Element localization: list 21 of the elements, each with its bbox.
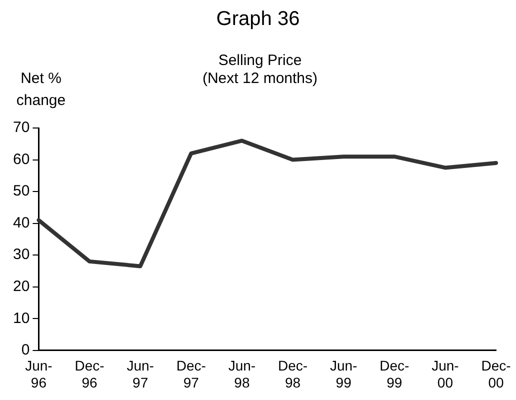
- x-tick-label: Jun-99: [330, 358, 358, 390]
- x-tick-label: Dec-99: [380, 358, 410, 390]
- x-tick-label: Jun-98: [228, 358, 256, 390]
- x-tick-label: Dec-00: [481, 358, 512, 390]
- x-tick-label: Dec-97: [176, 358, 206, 390]
- x-tick-label: Dec-96: [74, 358, 105, 390]
- y-tick-label: 40: [12, 214, 30, 232]
- y-tick-label: 30: [12, 246, 30, 264]
- y-axis-title: Net % change: [15, 69, 67, 111]
- y-tick-label: 20: [12, 278, 30, 295]
- x-tick-label: Jun-96: [25, 358, 53, 390]
- y-tick-label: 0: [21, 342, 30, 359]
- y-tick-label: 70: [12, 119, 30, 136]
- y-tick-label: 60: [12, 150, 30, 168]
- x-tick-label: Dec-98: [278, 358, 308, 390]
- chart-title: Graph 36: [215, 8, 301, 31]
- x-tick-label: Jun-97: [126, 358, 154, 390]
- x-tick-label: Jun-00: [432, 358, 460, 390]
- y-tick-label: 50: [12, 182, 30, 200]
- chart-subtitle: Selling Price (Next 12 months): [201, 52, 319, 88]
- y-tick-label: 10: [12, 310, 30, 327]
